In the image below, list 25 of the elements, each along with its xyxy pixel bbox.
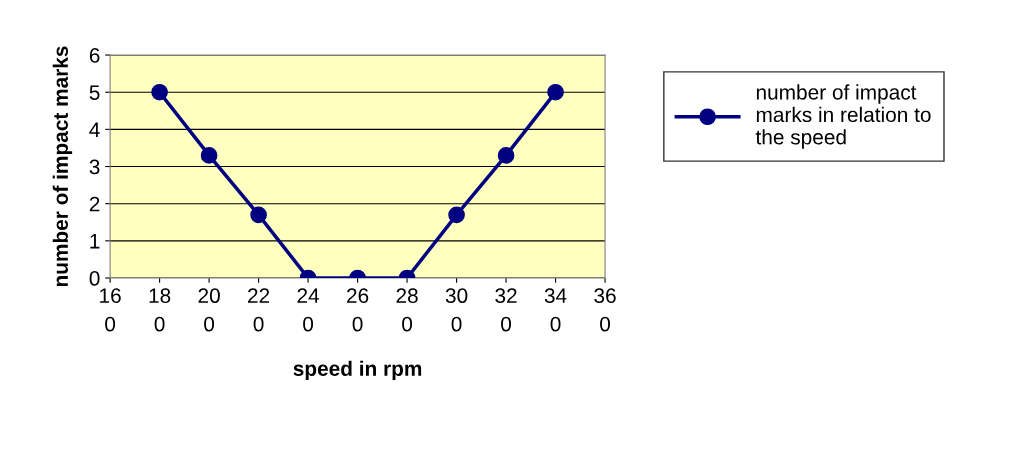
x-tick-label: 36 0: [594, 288, 616, 332]
y-tick-label: 6: [89, 48, 100, 63]
y-axis-title: number of impact marks: [52, 46, 73, 287]
x-tick-label: 18 0: [149, 288, 171, 332]
point: [200, 147, 218, 164]
x-tick-label: 24 0: [297, 288, 320, 332]
y-tick-label: 1: [90, 234, 100, 249]
point: [151, 83, 168, 101]
x-tick-label: 30 0: [445, 288, 468, 332]
y-tick-label: 5: [89, 85, 100, 100]
x-tick-label: 22 0: [248, 288, 270, 332]
y-tick-label: 4: [89, 122, 100, 137]
y-tick-label: 3: [89, 159, 100, 175]
x-tick-label: 28 0: [396, 288, 418, 332]
point: [497, 147, 515, 164]
x-tick-label: 26 0: [347, 288, 369, 332]
x-axis-title: speed in rpm: [293, 360, 422, 381]
y-tick-label: 2: [89, 196, 100, 212]
point: [547, 83, 564, 101]
x-tick-label: 32 0: [495, 288, 517, 332]
x-tick-label: 16 0: [100, 288, 121, 332]
legend-label: number of impact marks in relation to the speed: [755, 84, 931, 149]
x-tick-label: 20 0: [198, 288, 220, 332]
y-tick-label: 0: [89, 271, 100, 286]
x-tick-label: 34 0: [544, 288, 567, 332]
